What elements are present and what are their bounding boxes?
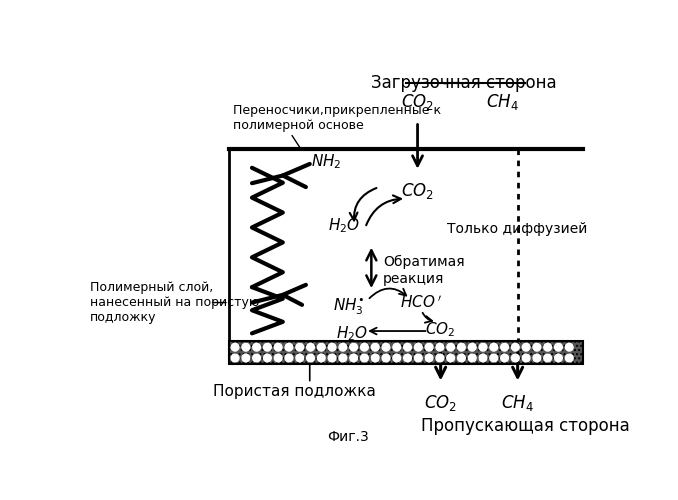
Circle shape	[361, 344, 368, 351]
Circle shape	[253, 354, 260, 362]
Circle shape	[328, 344, 336, 351]
Text: нанесенный на пористую: нанесенный на пористую	[90, 296, 260, 309]
Circle shape	[403, 344, 412, 351]
Circle shape	[242, 344, 250, 351]
Circle shape	[372, 354, 379, 362]
Text: $CH_4$: $CH_4$	[501, 392, 534, 412]
Circle shape	[447, 354, 454, 362]
Circle shape	[372, 344, 379, 351]
Circle shape	[511, 354, 519, 362]
Circle shape	[414, 354, 422, 362]
Circle shape	[296, 354, 304, 362]
Circle shape	[425, 354, 433, 362]
Text: $NH_2$: $NH_2$	[311, 152, 342, 171]
Circle shape	[317, 344, 325, 351]
Circle shape	[522, 354, 530, 362]
Circle shape	[511, 344, 519, 351]
Text: $CO_2$: $CO_2$	[424, 392, 457, 412]
Text: $CO_2$: $CO_2$	[401, 181, 434, 201]
Circle shape	[296, 344, 304, 351]
Circle shape	[501, 354, 508, 362]
Circle shape	[458, 344, 465, 351]
Circle shape	[285, 344, 293, 351]
Text: Фиг.3: Фиг.3	[327, 430, 369, 444]
Circle shape	[544, 344, 551, 351]
Circle shape	[306, 344, 315, 351]
Text: Обратимая: Обратимая	[383, 254, 464, 269]
Circle shape	[436, 354, 443, 362]
Text: $HCO^{\,\prime}$: $HCO^{\,\prime}$	[401, 294, 442, 311]
Circle shape	[242, 354, 250, 362]
Circle shape	[468, 344, 476, 351]
Circle shape	[253, 344, 260, 351]
Circle shape	[479, 354, 487, 362]
Circle shape	[565, 354, 573, 362]
Circle shape	[264, 354, 271, 362]
Text: подложку: подложку	[90, 312, 157, 324]
Circle shape	[361, 354, 368, 362]
Circle shape	[339, 354, 346, 362]
Circle shape	[533, 344, 541, 351]
Text: Загрузочная сторона: Загрузочная сторона	[371, 74, 557, 92]
Text: полимерной основе: полимерной основе	[233, 119, 363, 132]
Circle shape	[403, 354, 412, 362]
Circle shape	[275, 344, 282, 351]
Circle shape	[522, 344, 530, 351]
Circle shape	[231, 354, 239, 362]
Circle shape	[490, 354, 498, 362]
Text: Только диффузией: Только диффузией	[447, 222, 587, 236]
Circle shape	[555, 344, 562, 351]
Circle shape	[285, 354, 293, 362]
Circle shape	[555, 354, 562, 362]
Circle shape	[317, 354, 325, 362]
Circle shape	[231, 344, 239, 351]
Circle shape	[565, 344, 573, 351]
Text: $CO_2$: $CO_2$	[401, 92, 434, 112]
Circle shape	[468, 354, 476, 362]
Circle shape	[275, 354, 282, 362]
Circle shape	[328, 354, 336, 362]
Circle shape	[414, 344, 422, 351]
Circle shape	[264, 344, 271, 351]
Circle shape	[533, 354, 541, 362]
Circle shape	[544, 354, 551, 362]
Circle shape	[350, 354, 357, 362]
Circle shape	[382, 354, 390, 362]
Text: $H_2O$: $H_2O$	[336, 324, 368, 342]
Circle shape	[436, 344, 443, 351]
Text: $CO_2$: $CO_2$	[426, 320, 456, 339]
Text: Переносчики,прикрепленные к: Переносчики,прикрепленные к	[233, 104, 441, 117]
Bar	[229, 341, 583, 364]
Circle shape	[479, 344, 487, 351]
Circle shape	[501, 344, 508, 351]
Circle shape	[447, 344, 454, 351]
Circle shape	[393, 344, 401, 351]
Circle shape	[393, 354, 401, 362]
Circle shape	[458, 354, 465, 362]
Text: Пористая подложка: Пористая подложка	[213, 384, 376, 398]
Circle shape	[350, 344, 357, 351]
Text: $NH_3^{\bullet}$: $NH_3^{\bullet}$	[333, 296, 363, 316]
Text: реакция: реакция	[383, 272, 444, 286]
Circle shape	[339, 344, 346, 351]
Text: Пропускающая сторона: Пропускающая сторона	[421, 417, 630, 434]
Text: $CH_4$: $CH_4$	[486, 92, 519, 112]
Circle shape	[382, 344, 390, 351]
Circle shape	[490, 344, 498, 351]
Text: Полимерный слой,: Полимерный слой,	[90, 280, 214, 293]
Circle shape	[306, 354, 315, 362]
Text: $H_2O$: $H_2O$	[327, 216, 360, 235]
Circle shape	[425, 344, 433, 351]
